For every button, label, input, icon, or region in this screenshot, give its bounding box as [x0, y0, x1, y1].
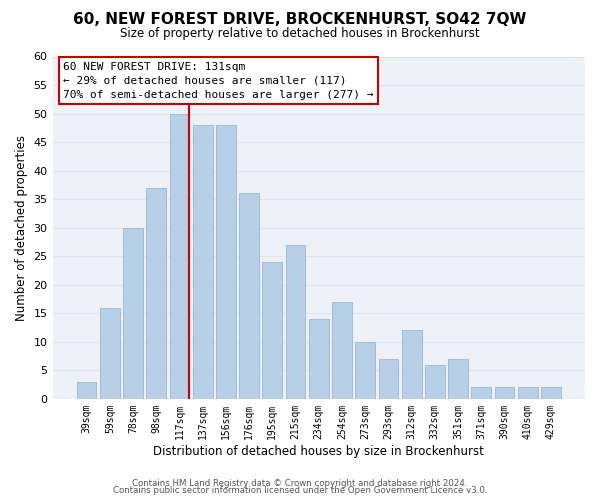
Bar [332, 302, 352, 399]
Text: Contains HM Land Registry data © Crown copyright and database right 2024.: Contains HM Land Registry data © Crown c… [132, 478, 468, 488]
Bar [402, 330, 422, 399]
Text: Contains public sector information licensed under the Open Government Licence v3: Contains public sector information licen… [113, 486, 487, 495]
Text: 60 NEW FOREST DRIVE: 131sqm
← 29% of detached houses are smaller (117)
70% of se: 60 NEW FOREST DRIVE: 131sqm ← 29% of det… [63, 62, 374, 100]
Bar [170, 114, 190, 399]
X-axis label: Distribution of detached houses by size in Brockenhurst: Distribution of detached houses by size … [154, 444, 484, 458]
Text: Size of property relative to detached houses in Brockenhurst: Size of property relative to detached ho… [120, 28, 480, 40]
Bar [216, 125, 236, 399]
Text: 60, NEW FOREST DRIVE, BROCKENHURST, SO42 7QW: 60, NEW FOREST DRIVE, BROCKENHURST, SO42… [73, 12, 527, 28]
Bar [425, 364, 445, 399]
Bar [518, 388, 538, 399]
Bar [448, 359, 468, 399]
Bar [100, 308, 119, 399]
Bar [262, 262, 282, 399]
Bar [494, 388, 514, 399]
Bar [309, 319, 329, 399]
Bar [77, 382, 97, 399]
Bar [146, 188, 166, 399]
Bar [379, 359, 398, 399]
Bar [193, 125, 212, 399]
Bar [286, 245, 305, 399]
Bar [239, 194, 259, 399]
Bar [123, 228, 143, 399]
Bar [541, 388, 561, 399]
Y-axis label: Number of detached properties: Number of detached properties [15, 134, 28, 320]
Bar [355, 342, 375, 399]
Bar [472, 388, 491, 399]
